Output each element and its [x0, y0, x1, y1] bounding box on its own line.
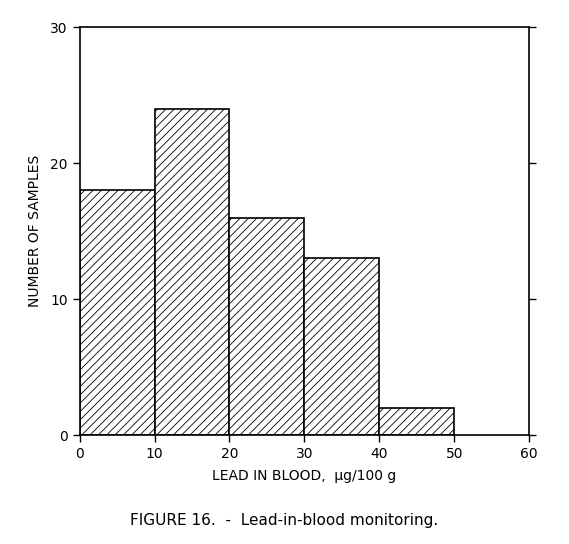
Y-axis label: NUMBER OF SAMPLES: NUMBER OF SAMPLES — [28, 155, 42, 307]
Bar — [80, 190, 155, 435]
Bar — [229, 218, 304, 435]
X-axis label: LEAD IN BLOOD,  μg/100 g: LEAD IN BLOOD, μg/100 g — [212, 469, 397, 483]
Bar — [155, 109, 229, 435]
Bar — [380, 408, 454, 435]
Bar — [304, 258, 380, 435]
Text: FIGURE 16.  -  Lead-in-blood monitoring.: FIGURE 16. - Lead-in-blood monitoring. — [130, 512, 439, 528]
